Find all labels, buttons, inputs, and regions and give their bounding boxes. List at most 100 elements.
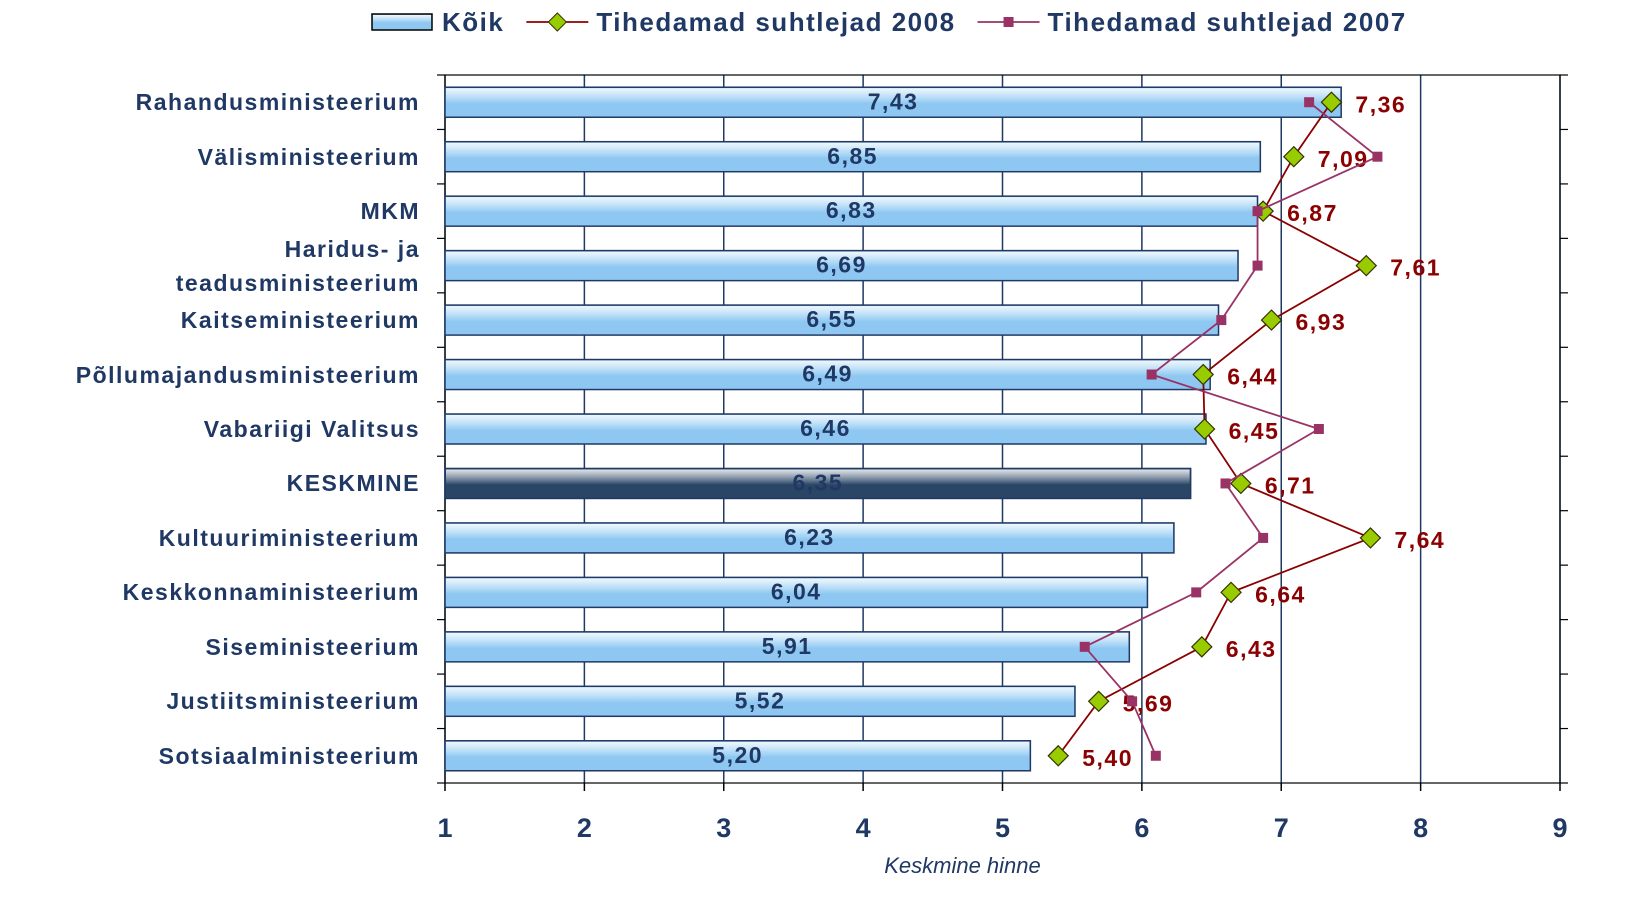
bar-group	[444, 631, 1131, 663]
bar-group	[444, 740, 1032, 772]
x-tick-label: 7	[1274, 813, 1289, 843]
marker	[1220, 581, 1242, 604]
bar-group	[444, 249, 1239, 282]
marker	[1079, 641, 1090, 652]
legend-label: Tihedamad suhtlejad 2007	[1048, 7, 1407, 37]
x-tick-label: 5	[995, 813, 1010, 843]
bar-group	[444, 467, 1192, 500]
y-tick-label: Haridus- ja teadusministeerium	[175, 235, 420, 296]
bar-value-label: 7,43	[868, 88, 919, 114]
marker	[1047, 744, 1070, 767]
bar-value-label: 5,91	[762, 633, 813, 659]
y-tick-label: Välisministeerium	[197, 143, 420, 170]
marker	[1146, 369, 1157, 380]
bar-value-label: 6,46	[800, 415, 851, 441]
marker	[1252, 206, 1263, 217]
bar-group	[444, 86, 1342, 118]
data-label: 7,64	[1394, 527, 1445, 553]
bar-group	[444, 140, 1262, 173]
bar-value-label: 6,85	[827, 143, 878, 169]
marker	[1260, 309, 1283, 331]
bar-shine	[446, 142, 1260, 171]
legend-marker	[547, 12, 568, 32]
bar-value-label: 6,55	[806, 306, 857, 332]
bar-shine	[446, 469, 1190, 498]
marker	[1190, 635, 1213, 658]
bar-value-label: 6,35	[792, 470, 843, 496]
y-tick-label: MKM	[360, 198, 420, 225]
data-label: 5,40	[1082, 745, 1133, 771]
bar-group	[444, 522, 1175, 554]
marker	[1191, 587, 1202, 598]
x-tick-label: 8	[1413, 813, 1428, 843]
data-label: 7,36	[1355, 91, 1406, 117]
bar-group	[444, 685, 1076, 718]
marker	[1320, 91, 1343, 114]
data-label: 6,64	[1255, 581, 1306, 607]
marker	[1282, 145, 1305, 168]
bar-value-label: 6,83	[826, 197, 877, 223]
marker	[1372, 151, 1383, 162]
bar-value-label: 6,23	[784, 524, 835, 550]
bar-shine	[446, 523, 1173, 552]
bar-value-label: 5,52	[735, 687, 786, 713]
x-tick-label: 4	[856, 813, 871, 843]
bar-shine	[446, 632, 1129, 661]
bar-shine	[446, 687, 1074, 716]
marker	[1087, 690, 1110, 713]
marker	[1359, 527, 1382, 549]
data-label: 7,61	[1390, 255, 1441, 281]
bar-shine	[446, 306, 1218, 335]
marker	[1193, 418, 1216, 440]
bar-shine	[446, 197, 1257, 226]
legend-label: Tihedamad suhtlejad 2008	[596, 7, 955, 37]
bar-group	[444, 195, 1259, 227]
x-axis-label: Keskmine hinne	[884, 853, 1041, 878]
bar-value-label: 6,49	[802, 361, 853, 387]
bar-value-label: 6,04	[771, 578, 822, 604]
data-label: 6,93	[1295, 309, 1346, 335]
marker	[1313, 424, 1324, 434]
legend-marker	[1003, 17, 1014, 27]
y-tick-label: Siseministeerium	[205, 633, 420, 660]
marker	[1355, 254, 1378, 277]
y-tick-label: Sotsiaalministeerium	[158, 742, 420, 769]
marker	[1304, 97, 1315, 108]
bar-shine	[446, 578, 1147, 607]
data-label: 6,43	[1226, 636, 1277, 662]
data-label: 6,87	[1287, 200, 1338, 226]
y-tick-label: Põllumajandusministeerium	[75, 361, 420, 388]
data-label: 6,45	[1229, 418, 1280, 444]
marker	[1220, 478, 1231, 489]
data-label: 7,09	[1318, 146, 1369, 172]
y-tick-label: Kultuuriministeerium	[158, 524, 420, 551]
bar-group	[444, 304, 1220, 336]
bar-shine	[446, 415, 1205, 443]
y-tick-label: Rahandusministeerium	[135, 89, 420, 116]
x-tick-label: 9	[1552, 813, 1567, 843]
bar-shine	[446, 360, 1210, 389]
marker	[1192, 363, 1215, 386]
legend-label: Kõik	[442, 7, 504, 37]
x-tick-label: 1	[437, 813, 452, 843]
bar-group	[444, 576, 1149, 609]
bar-shine	[446, 741, 1030, 770]
legend-swatch-shine	[373, 15, 431, 29]
data-label: 6,71	[1265, 473, 1316, 499]
x-tick-label: 2	[577, 813, 592, 843]
x-tick-label: 6	[1134, 813, 1149, 843]
marker	[1252, 260, 1263, 271]
y-tick-label: Kaitseministeerium	[180, 307, 420, 334]
x-tick-label: 3	[716, 813, 731, 843]
y-tick-label: KESKMINE	[286, 470, 420, 497]
bar-shine	[446, 251, 1238, 280]
y-tick-label: Justiitsministeerium	[166, 688, 420, 715]
bar-value-label: 6,69	[816, 252, 867, 278]
y-tick-label: Vabariigi Valitsus	[203, 416, 420, 442]
marker	[1258, 532, 1269, 543]
marker	[1216, 315, 1227, 326]
data-label: 6,44	[1227, 364, 1278, 390]
marker	[1150, 750, 1161, 761]
